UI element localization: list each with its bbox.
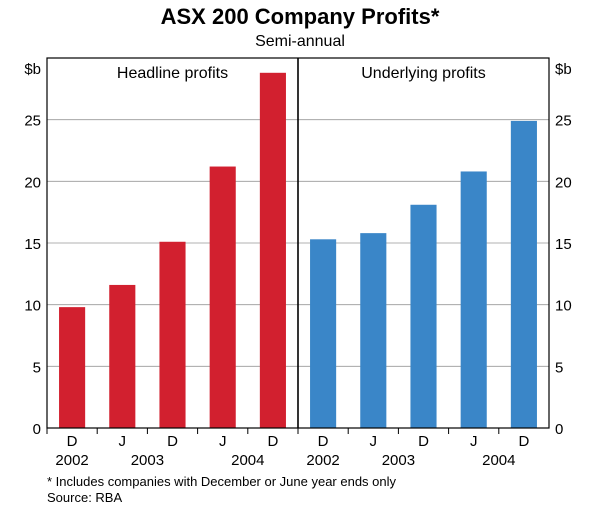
x-tick-label: J [119, 433, 127, 450]
x-tick-label: D [418, 433, 429, 450]
x-tick-label: D [267, 433, 278, 450]
bar [460, 171, 487, 428]
x-tick-label: D [518, 433, 529, 450]
bar [259, 72, 286, 429]
x-tick-label: J [219, 433, 227, 450]
y-tick-label-right: 0 [555, 421, 563, 438]
year-label: 2003 [382, 452, 415, 469]
footnote-block: * Includes companies with December or Ju… [47, 474, 396, 506]
x-tick-label: J [470, 433, 478, 450]
y-tick-label-left: 10 [24, 298, 41, 315]
y-tick-label-left: 5 [33, 359, 41, 376]
chart-title: ASX 200 Company Profits* [160, 4, 440, 29]
footnote-source: Source: RBA [47, 490, 123, 505]
bar [159, 241, 186, 428]
bar [410, 204, 437, 428]
y-tick-label-left: 25 [24, 113, 41, 130]
year-label: 2004 [231, 452, 264, 469]
y-axis-unit-right: $b [555, 61, 572, 78]
x-tick-label: J [370, 433, 378, 450]
x-tick-label: D [67, 433, 78, 450]
bar [109, 284, 136, 428]
panel-label: Underlying profits [361, 65, 486, 82]
bar [59, 307, 86, 428]
x-tick-label: D [318, 433, 329, 450]
y-tick-label-right: 25 [555, 113, 572, 130]
year-label: 2004 [482, 452, 515, 469]
y-tick-label-right: 5 [555, 359, 563, 376]
bar [510, 120, 537, 429]
year-label: 2003 [131, 452, 164, 469]
y-tick-label-left: 15 [24, 236, 41, 253]
panel-label: Headline profits [117, 65, 228, 82]
y-tick-label-right: 10 [555, 298, 572, 315]
y-axis-unit-left: $b [24, 61, 41, 78]
chart-subtitle: Semi-annual [255, 33, 345, 50]
year-label: 2002 [306, 452, 339, 469]
bar [360, 233, 387, 428]
bar [209, 166, 236, 429]
year-label: 2002 [55, 452, 88, 469]
bar [310, 239, 337, 428]
x-tick-label: D [167, 433, 178, 450]
y-tick-label-left: 20 [24, 174, 41, 191]
y-tick-label-right: 20 [555, 174, 572, 191]
y-tick-label-right: 15 [555, 236, 572, 253]
y-tick-label-left: 0 [33, 421, 41, 438]
footnote-note: * Includes companies with December or Ju… [47, 474, 397, 489]
